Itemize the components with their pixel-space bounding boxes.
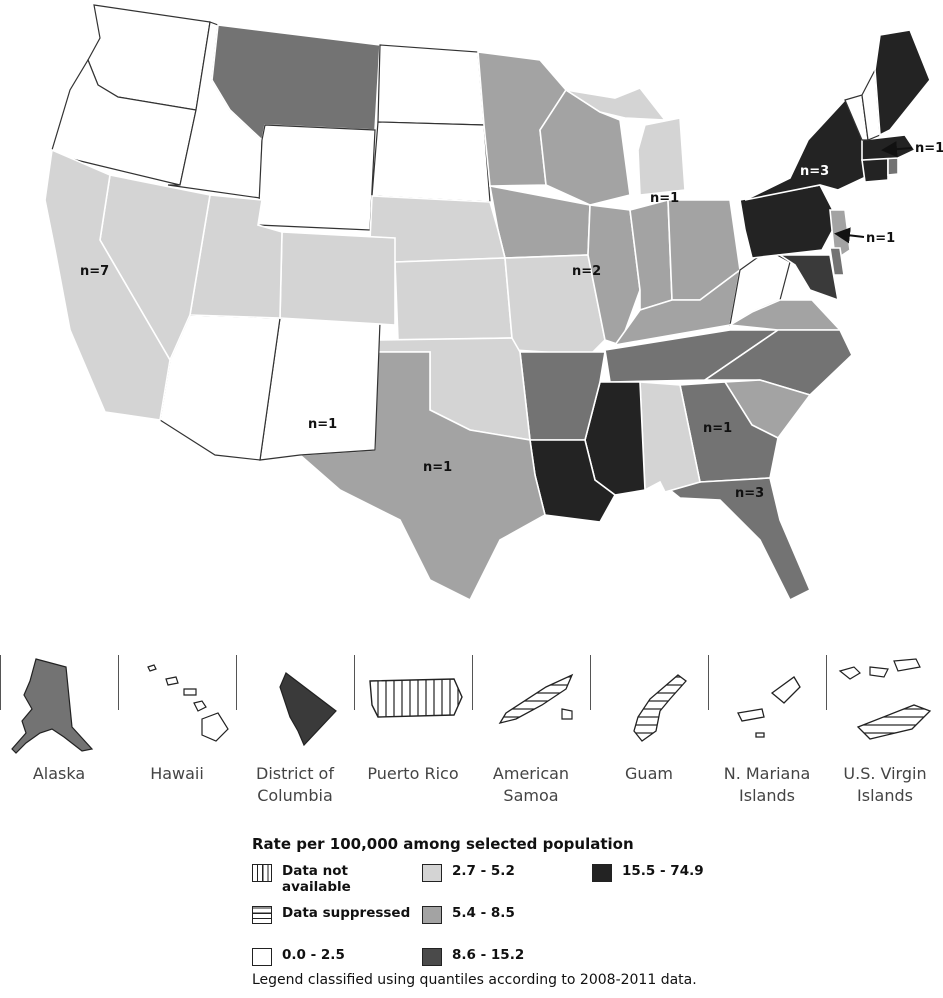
- territory-american-samoa: American Samoa: [472, 655, 590, 815]
- legend-item-range-3: 5.4 - 8.5: [422, 904, 592, 940]
- territory-label: Guam: [625, 764, 673, 783]
- territory-label: American Samoa: [492, 764, 570, 805]
- territory-us-virgin-islands: U.S. Virgin Islands: [826, 655, 943, 815]
- territory-insets: Alaska Hawaii District of Columbia Puert…: [0, 655, 943, 815]
- divider: [708, 655, 709, 710]
- divider: [236, 655, 237, 710]
- state-florida: [657, 477, 812, 602]
- legend-label: 5.4 - 8.5: [452, 905, 515, 921]
- state-kansas: [394, 257, 513, 341]
- swatch-solid: [422, 906, 442, 924]
- legend-label: Data not available: [282, 863, 351, 895]
- count-label-massachusetts: n=1: [915, 141, 943, 156]
- count-label-new-mexico: n=1: [308, 417, 337, 432]
- state-connecticut: [861, 157, 889, 183]
- count-label-new-jersey: n=1: [866, 231, 895, 246]
- state-south-dakota: [371, 121, 491, 203]
- count-label-california: n=7: [80, 264, 109, 279]
- state-texas: [298, 351, 546, 602]
- legend-label: 2.7 - 5.2: [452, 863, 515, 879]
- swatch-solid: [422, 948, 442, 966]
- territory-label: U.S. Virgin Islands: [843, 764, 927, 805]
- legend-item-data-suppressed: Data suppressed: [252, 904, 422, 940]
- legend-item-data-not-available: Data not available: [252, 862, 422, 898]
- territory-guam: Guam: [590, 655, 708, 815]
- legend-label: Data suppressed: [282, 905, 411, 921]
- count-label-florida: n=3: [735, 486, 764, 501]
- territory-hawaii: Hawaii: [118, 655, 236, 815]
- count-label-illinois: n=2: [572, 264, 601, 279]
- guam-shape: [633, 674, 687, 742]
- legend-item-range-5: 15.5 - 74.9: [592, 862, 762, 898]
- swatch-solid: [422, 864, 442, 882]
- state-wyoming: [257, 124, 376, 231]
- state-california: [44, 148, 171, 421]
- us-choropleth-map: n=7 n=1 n=1 n=2 n=1 n=3 n=1 n=1 n=1 n=3: [44, 4, 943, 602]
- state-michigan: [637, 117, 686, 196]
- state-michigan-upper: [565, 87, 667, 121]
- legend-title: Rate per 100,000 among selected populati…: [252, 835, 634, 853]
- state-maryland: [777, 254, 840, 302]
- divider: [826, 655, 827, 710]
- legend-label: 15.5 - 74.9: [622, 863, 704, 879]
- arrow-massachusetts: [881, 141, 913, 158]
- mariana-shape: [737, 676, 801, 738]
- divider: [0, 655, 1, 710]
- divider: [118, 655, 119, 710]
- territory-label: District of Columbia: [256, 764, 334, 805]
- swatch-vertical-lines: [252, 864, 272, 882]
- state-maine: [874, 29, 931, 137]
- state-rhode-island: [887, 157, 899, 176]
- territory-label: Puerto Rico: [367, 764, 459, 783]
- count-label-michigan: n=1: [650, 191, 679, 206]
- legend-note: Legend classified using quantiles accord…: [252, 972, 697, 988]
- legend-item-range-2: 2.7 - 5.2: [422, 862, 592, 898]
- territory-label: Hawaii: [150, 764, 204, 783]
- count-label-new-york: n=3: [800, 164, 829, 179]
- alaska-shape: [11, 658, 94, 754]
- state-north-dakota: [377, 44, 485, 126]
- divider: [354, 655, 355, 710]
- count-label-georgia: n=1: [703, 421, 732, 436]
- legend-label: 8.6 - 15.2: [452, 947, 525, 963]
- map-legend: Rate per 100,000 among selected populati…: [252, 830, 752, 995]
- divider: [472, 655, 473, 710]
- territory-district-of-columbia: District of Columbia: [236, 655, 354, 815]
- state-delaware: [829, 247, 845, 276]
- state-colorado: [279, 231, 396, 326]
- puerto-rico-shape: [369, 678, 463, 718]
- territory-label: N. Mariana Islands: [723, 764, 811, 805]
- divider: [590, 655, 591, 710]
- swatch-horizontal-lines: [252, 906, 272, 924]
- swatch-solid: [252, 948, 272, 966]
- territory-n-mariana-islands: N. Mariana Islands: [708, 655, 826, 815]
- legend-label: 0.0 - 2.5: [282, 947, 345, 963]
- american-samoa-shape: [498, 673, 574, 725]
- virgin-islands-shape: [838, 658, 932, 740]
- swatch-solid: [592, 864, 612, 882]
- state-new-mexico: [259, 317, 381, 461]
- count-label-texas: n=1: [423, 460, 452, 475]
- territory-alaska: Alaska: [0, 655, 118, 815]
- legend-item-range-4: 8.6 - 15.2: [422, 946, 592, 982]
- territory-label: Alaska: [32, 764, 86, 783]
- dc-shape: [279, 672, 337, 747]
- arrow-new-jersey: [834, 227, 865, 244]
- legend-item-range-1: 0.0 - 2.5: [252, 946, 422, 982]
- territory-puerto-rico: Puerto Rico: [354, 655, 472, 815]
- hawaii-shape: [147, 664, 229, 742]
